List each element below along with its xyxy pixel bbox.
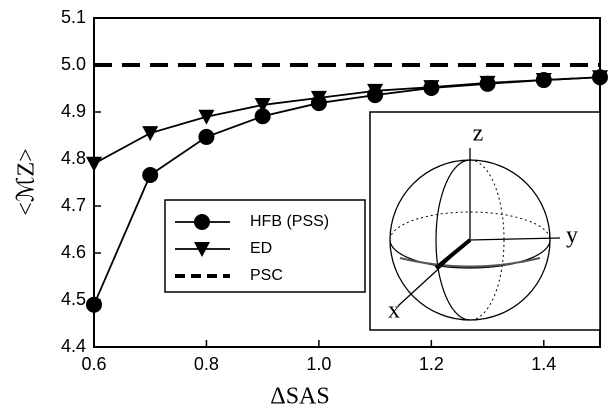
x-tick-label: 1.2 <box>419 354 444 374</box>
marker <box>198 128 215 145</box>
inset-label: x <box>388 298 400 324</box>
y-tick-label: 4.7 <box>61 195 86 215</box>
marker <box>367 83 384 99</box>
x-tick-label: 1.0 <box>306 354 331 374</box>
y-axis-label: <ℳZ> <box>14 148 40 215</box>
y-tick-label: 4.5 <box>61 289 86 309</box>
y-tick-label: 4.8 <box>61 148 86 168</box>
marker <box>198 109 215 125</box>
y-tick-label: 5.0 <box>61 54 86 74</box>
marker <box>86 156 102 172</box>
marker <box>254 97 271 113</box>
marker <box>423 80 440 96</box>
series-line <box>93 76 601 165</box>
marker <box>254 108 271 125</box>
legend-label: HFB (PSS) <box>250 213 329 230</box>
legend-marker <box>194 214 210 230</box>
y-tick-label: 4.6 <box>61 242 86 262</box>
vector <box>434 238 472 270</box>
legend-label: ED <box>250 240 272 257</box>
marker <box>142 126 159 142</box>
marker <box>310 90 327 106</box>
y-tick-label: 4.4 <box>61 336 86 356</box>
marker <box>479 75 496 91</box>
marker <box>535 73 552 89</box>
marker <box>86 296 102 313</box>
meridian <box>435 159 471 321</box>
x-axis-label: ΔSAS <box>270 384 329 410</box>
equator <box>389 239 551 269</box>
marker <box>592 70 608 86</box>
y-tick-label: 4.9 <box>61 101 86 121</box>
inset-frame <box>369 111 601 331</box>
inset-label: z <box>473 121 484 147</box>
marker <box>142 166 159 183</box>
inset-sphere: z y x <box>369 111 601 331</box>
y-tick-label: 5.1 <box>61 7 86 27</box>
y-axis <box>469 237 561 241</box>
legend-label: PSC <box>250 267 283 284</box>
inset-label: y <box>566 223 578 249</box>
x-tick-label: 0.8 <box>194 354 219 374</box>
legend-marker <box>194 242 210 257</box>
trajectory <box>399 257 541 268</box>
x-tick-label: 1.4 <box>531 354 556 374</box>
x-tick-label: 0.6 <box>81 354 106 374</box>
